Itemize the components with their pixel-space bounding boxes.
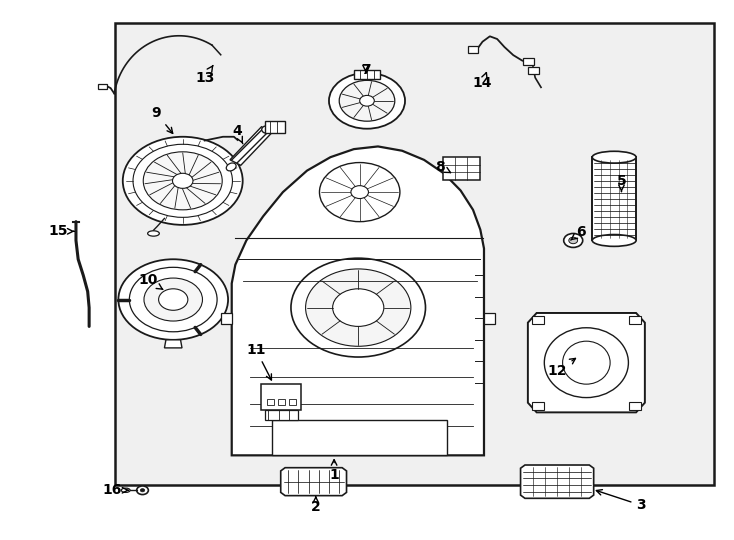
Circle shape <box>129 267 217 332</box>
Text: 15: 15 <box>48 224 74 238</box>
Bar <box>277 399 285 406</box>
Polygon shape <box>354 70 380 79</box>
Polygon shape <box>232 146 484 455</box>
Circle shape <box>144 278 203 321</box>
Bar <box>288 399 296 406</box>
Ellipse shape <box>592 234 636 246</box>
Text: 16: 16 <box>103 483 128 497</box>
Text: 12: 12 <box>548 359 575 378</box>
Ellipse shape <box>226 163 236 171</box>
Polygon shape <box>468 46 478 53</box>
Circle shape <box>118 259 228 340</box>
Circle shape <box>351 186 368 199</box>
Bar <box>592 157 636 240</box>
Circle shape <box>133 144 233 218</box>
Polygon shape <box>523 58 534 65</box>
Polygon shape <box>484 313 495 323</box>
Circle shape <box>140 489 145 492</box>
Circle shape <box>360 96 374 106</box>
Circle shape <box>329 73 405 129</box>
Text: 6: 6 <box>571 225 585 240</box>
Bar <box>531 316 544 323</box>
Circle shape <box>137 486 148 495</box>
Bar <box>265 410 297 421</box>
Circle shape <box>291 258 426 357</box>
Circle shape <box>564 233 583 247</box>
Text: 5: 5 <box>617 174 626 191</box>
Circle shape <box>305 269 411 346</box>
Circle shape <box>569 237 578 244</box>
Circle shape <box>333 289 384 326</box>
Text: 2: 2 <box>311 497 321 515</box>
Polygon shape <box>528 67 539 74</box>
Circle shape <box>172 173 193 188</box>
Text: 10: 10 <box>138 273 163 289</box>
Ellipse shape <box>148 231 159 236</box>
Text: 1: 1 <box>330 460 339 482</box>
Text: 11: 11 <box>246 342 272 380</box>
Bar <box>629 402 642 410</box>
Text: 7: 7 <box>360 63 371 77</box>
Polygon shape <box>520 465 594 498</box>
Polygon shape <box>164 340 182 348</box>
Bar <box>272 421 448 455</box>
Text: 9: 9 <box>152 106 172 133</box>
Text: 8: 8 <box>435 160 451 174</box>
Bar <box>267 399 274 406</box>
Ellipse shape <box>121 488 130 492</box>
Ellipse shape <box>545 328 628 397</box>
Ellipse shape <box>592 151 636 163</box>
Circle shape <box>159 289 188 310</box>
Polygon shape <box>221 313 232 323</box>
Polygon shape <box>98 84 107 89</box>
Bar <box>629 316 642 323</box>
Ellipse shape <box>562 341 610 384</box>
Text: 13: 13 <box>195 65 214 85</box>
Circle shape <box>123 137 243 225</box>
Bar <box>531 402 544 410</box>
Text: 4: 4 <box>232 124 243 144</box>
Bar <box>115 23 714 485</box>
Ellipse shape <box>262 126 272 133</box>
Polygon shape <box>528 313 645 413</box>
Polygon shape <box>280 468 346 496</box>
Text: 3: 3 <box>596 490 646 512</box>
Bar <box>261 384 301 410</box>
Text: 14: 14 <box>473 72 493 90</box>
Polygon shape <box>265 121 285 133</box>
Circle shape <box>319 163 400 221</box>
Circle shape <box>339 80 395 121</box>
Bar <box>443 157 479 180</box>
Circle shape <box>143 152 222 210</box>
Polygon shape <box>230 127 272 165</box>
